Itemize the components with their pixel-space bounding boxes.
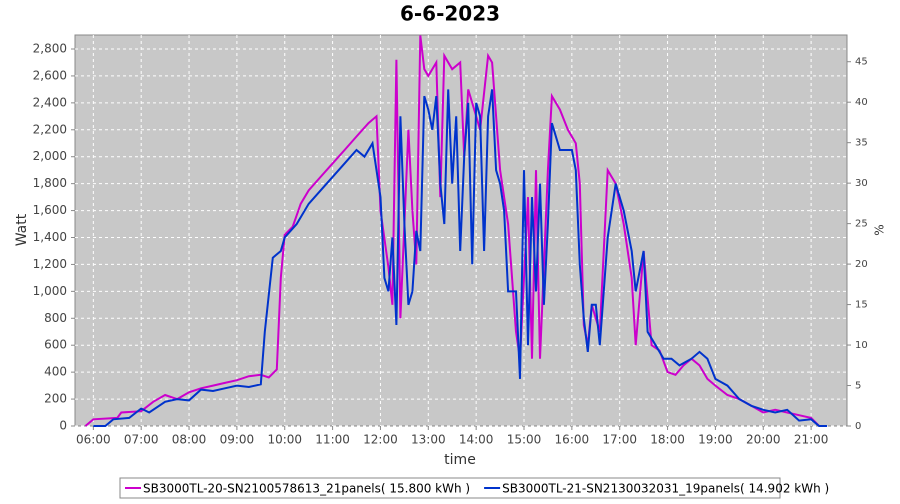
y-tick-label: 0 [59,419,67,433]
x-tick-label: 13:00 [411,433,446,447]
y-tick-label: 1,400 [33,230,67,244]
y-tick-label: 1,000 [33,284,67,298]
y2-tick-label: 10 [855,340,868,351]
y-tick-label: 400 [44,365,67,379]
x-tick-label: 20:00 [746,433,781,447]
y-tick-label: 2,000 [33,149,67,163]
x-tick-label: 21:00 [794,433,829,447]
legend [119,477,781,499]
x-tick-label: 19:00 [698,433,733,447]
y2-axis-label: % [873,224,887,235]
series-line [93,89,828,427]
y-axis-label: Watt [14,213,30,246]
y-tick-label: 1,600 [33,203,67,217]
y2-tick-label: 40 [855,97,868,108]
x-tick-label: 06:00 [76,433,111,447]
y-tick-label: 200 [44,392,67,406]
x-tick-label: 12:00 [363,433,398,447]
y2-tick-label: 25 [855,219,868,230]
y-tick-label: 2,400 [33,95,67,109]
y-tick-label: 800 [44,311,67,325]
x-tick-label: 14:00 [459,433,494,447]
y-tick-label: 600 [44,338,67,352]
y2-tick-label: 0 [855,421,861,432]
y2-tick-label: 35 [855,138,868,149]
series-line [84,35,820,427]
x-axis-label: time [444,452,476,468]
y2-tick-label: 45 [855,57,868,68]
y-tick-label: 2,600 [33,68,67,82]
x-tick-label: 18:00 [650,433,685,447]
x-tick-label: 10:00 [267,433,302,447]
chart-title: 6-6-2023 [400,2,500,26]
y-tick-label: 1,800 [33,176,67,190]
legend-label: SB3000TL-20-SN2100578613_21panels( 15.80… [143,482,470,496]
x-tick-label: 11:00 [315,433,350,447]
y2-tick-label: 20 [855,259,868,270]
y-tick-label: 2,200 [33,122,67,136]
x-tick-label: 08:00 [172,433,207,447]
x-tick-label: 09:00 [220,433,255,447]
x-tick-label: 15:00 [507,433,542,447]
y2-tick-label: 5 [855,381,861,392]
y2-tick-label: 30 [855,178,868,189]
y-tick-label: 1,200 [33,257,67,271]
x-tick-label: 16:00 [555,433,590,447]
legend-label: SB3000TL-21-SN2130032031_19panels( 14.90… [502,482,829,496]
y2-tick-label: 15 [855,300,868,311]
y-tick-label: 2,800 [33,42,67,56]
x-tick-label: 07:00 [124,433,159,447]
x-tick-label: 17:00 [602,433,637,447]
